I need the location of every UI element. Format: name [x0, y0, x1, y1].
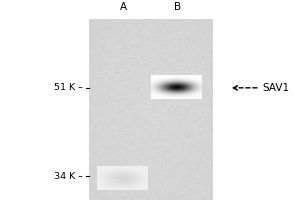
Text: SAV1: SAV1 — [263, 83, 290, 93]
Text: A: A — [120, 2, 127, 12]
Text: B: B — [173, 2, 181, 12]
Text: 51 K –: 51 K – — [54, 83, 83, 92]
Text: 34 K –: 34 K – — [54, 172, 83, 181]
